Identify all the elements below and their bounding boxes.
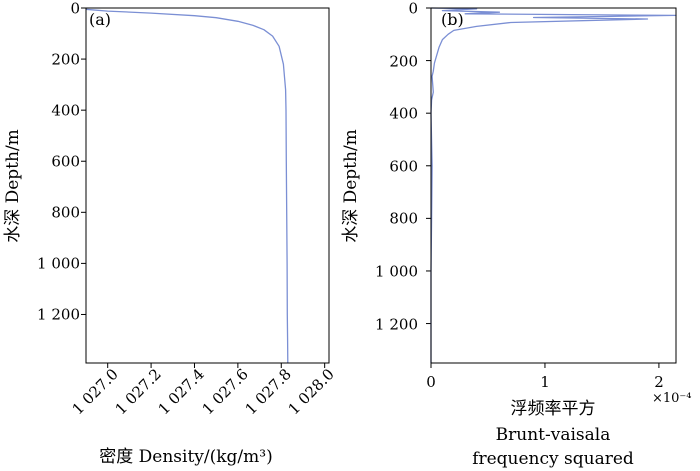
panel-a-y-tick-label: 600	[51, 153, 80, 171]
panel-a-frame	[85, 7, 330, 364]
panel-a-x-axis-label: 密度 Density/(kg/m³)	[99, 447, 272, 467]
panel-b-y-tick-label: 600	[389, 158, 418, 176]
panel-b-y-tick-label: 1 000	[375, 263, 418, 281]
panel-a-y-tick-label: 200	[51, 51, 80, 69]
panel-b-x-tick-label: 0	[426, 373, 436, 391]
panel-a-x-tick-label: 1 027.0	[69, 365, 122, 418]
panel-a-marks	[81, 7, 326, 368]
panel-a-y-tick-label: 800	[51, 204, 80, 222]
panel-b-x-axis-label-en-line2: frequency squared	[472, 449, 634, 469]
panel-b-x-axis-label-en-line1: Brunt-vaisala	[496, 425, 611, 445]
panel-b-x-axis-label-cn: 浮频率平方	[511, 399, 596, 419]
panel-a-x-tick-label: 1 027.4	[155, 365, 208, 418]
panel-b-x-scale-label: ×10⁻⁴	[652, 391, 692, 406]
panel-a-y-tick-label: 1 000	[37, 255, 80, 273]
panel-a-x-tick-label: 1 027.8	[242, 365, 295, 418]
panel-a-label: (a)	[89, 10, 111, 29]
panel-a-x-tick-label: 1 027.2	[112, 365, 165, 418]
panel-b-x-tick-label: 1	[540, 373, 550, 391]
panel-b-label: (b)	[441, 10, 464, 29]
panel-a-density: (a) 0 200 400 600 800 1 000 1 200 1 027.…	[3, 0, 338, 467]
panel-b-y-tick-label: 1 200	[375, 316, 418, 334]
panel-b-y-tick-label: 200	[389, 53, 418, 71]
panel-b-brunt-vaisala: (b) 0 200 400 600 800 1 000 1 200 0 1 2 …	[341, 0, 692, 469]
panel-a-y-tick-label: 1 200	[37, 306, 80, 324]
panel-a-x-tick-label: 1 027.6	[199, 365, 252, 418]
panel-a-y-tick-label: 400	[51, 102, 80, 120]
panel-a-series-line	[85, 8, 289, 364]
panel-a-x-tick-label: 1 028.0	[285, 365, 338, 418]
panel-a-y-tick-label: 0	[70, 0, 80, 18]
panel-b-y-tick-labels: 0 200 400 600 800 1 000 1 200	[375, 0, 418, 334]
panel-b-x-tick-label: 2	[654, 373, 664, 391]
panel-b-series-line	[430, 7, 677, 363]
panel-a-x-tick-labels: 1 027.0 1 027.2 1 027.4 1 027.6 1 027.8 …	[69, 365, 338, 418]
panel-b-y-tick-label: 400	[389, 105, 418, 123]
panel-b-y-tick-label: 800	[389, 210, 418, 228]
panel-b-y-tick-label: 0	[408, 0, 418, 18]
panel-b-marks	[426, 7, 677, 368]
panel-a-y-axis-label: 水深 Depth/m	[3, 129, 23, 243]
panel-b-frame	[430, 7, 677, 364]
panel-b-x-tick-labels: 0 1 2	[426, 373, 664, 391]
panel-b-y-axis-label: 水深 Depth/m	[341, 129, 361, 243]
panel-a-y-tick-labels: 0 200 400 600 800 1 000 1 200	[37, 0, 80, 324]
